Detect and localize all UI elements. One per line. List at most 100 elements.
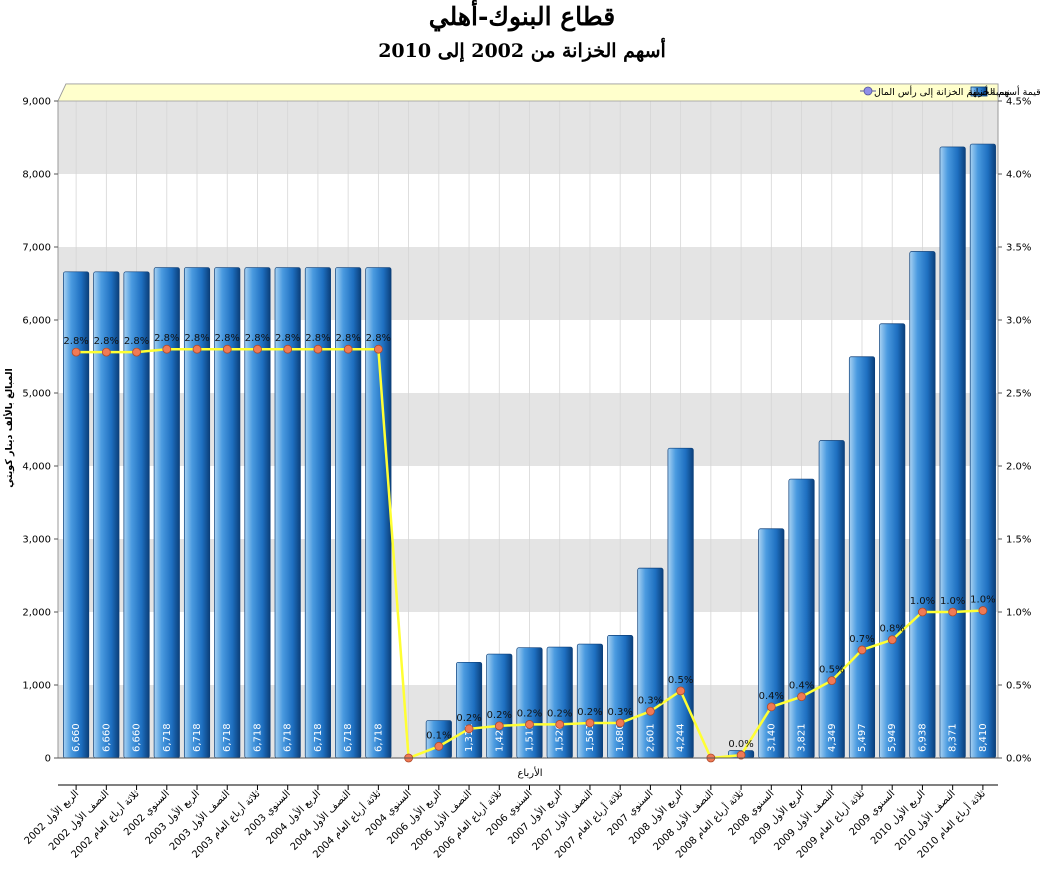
bar-value-label: 8,371 <box>948 723 959 752</box>
bar-value-label: 1,561 <box>585 723 596 752</box>
ratio-line-series: 2.8% 2.8% 2.8% 2.8% 2.8% 2.8% 2.8% 2.8% 2.8% 2.8%… <box>63 333 996 763</box>
y-tick-label: 8,000 <box>22 170 51 181</box>
ratio-value-label: 1.0% <box>910 596 935 607</box>
legend-bar-swatch <box>970 86 988 97</box>
y-tick-label: 6,000 <box>22 316 51 327</box>
ratio-value-label: 2.8% <box>275 333 300 344</box>
ratio-point <box>373 344 383 354</box>
ratio-value-label: 0.7% <box>849 634 874 645</box>
ratio-point <box>313 344 323 354</box>
y2-tick-label: 2.5% <box>1006 389 1031 400</box>
y-tick-label: 3,000 <box>22 535 51 546</box>
bar-value-label: 6,718 <box>313 723 324 752</box>
ratio-value-label: 0.3% <box>607 707 632 718</box>
bar-value-label: 6,718 <box>222 723 233 752</box>
bar-value-label: 6,718 <box>192 723 203 752</box>
ratio-point <box>948 607 958 617</box>
ratio-value-label: 1.0% <box>970 595 995 606</box>
ratio-point <box>283 344 293 354</box>
bar-value-label: 1,424 <box>494 723 505 752</box>
y-tick-label: 0 <box>45 754 51 765</box>
bar-value-label: 3,140 <box>766 723 777 752</box>
legend-bar-label: قيمة أسهم الخزانة <box>968 85 1041 98</box>
legend-line-label: نسبة أسهم الخزانة إلى رأس المال <box>874 85 1010 98</box>
y2-tick-label: 2.0% <box>1006 462 1031 473</box>
y-tick-label: 2,000 <box>22 608 51 619</box>
y2-tick-label: 3.5% <box>1006 243 1031 254</box>
bar-value-label: 4,244 <box>676 723 687 752</box>
bar-value-label: 3,821 <box>797 723 808 752</box>
ratio-value-label: 0.8% <box>880 624 905 635</box>
bar-value-label: 5,497 <box>857 723 868 752</box>
ratio-value-label: 0.0% <box>728 739 753 750</box>
bar-value-label: 8,410 <box>978 723 989 752</box>
bar-value-label: 6,938 <box>917 723 928 752</box>
ratio-point <box>857 645 867 655</box>
ratio-point <box>343 344 353 354</box>
ratio-point <box>132 347 141 357</box>
ratio-value-label: 0.2% <box>487 710 512 721</box>
ratio-point <box>253 344 262 354</box>
ratio-value-label: 2.8% <box>124 336 149 347</box>
y-tick-label: 4,000 <box>22 462 51 473</box>
y2-tick-label: 1.5% <box>1006 535 1031 546</box>
bar-value-label: 1,511 <box>525 723 536 752</box>
ratio-point <box>978 606 988 615</box>
ratio-value-label: 2.8% <box>305 333 330 344</box>
bar-value-label: 5,949 <box>887 723 898 752</box>
ratio-point <box>827 676 837 686</box>
ratio-value-label: 0.4% <box>759 691 784 702</box>
x-tick-label: الربع الأول 2002 <box>21 787 81 847</box>
y-tick-label: 7,000 <box>22 243 51 254</box>
legend-strip <box>57 83 999 102</box>
y2-tick-label: 3.0% <box>1006 316 1031 327</box>
ratio-point <box>494 721 504 731</box>
bar <box>939 146 966 759</box>
ratio-value-label: 0.5% <box>819 665 844 676</box>
chart-subtitle: أسهم الخزانة من 2002 إلى 2010 <box>378 40 666 62</box>
bar-value-label: 6,718 <box>373 723 384 752</box>
ratio-point <box>646 706 655 716</box>
ratio-point <box>766 702 776 712</box>
ratio-value-label: 2.8% <box>94 336 119 347</box>
bar-value-label: 6,660 <box>101 723 112 752</box>
x-tick-label: الربع الأول 2009 <box>747 787 807 847</box>
ratio-value-label: 2.8% <box>184 333 209 344</box>
chart-title: قطاع البنوك-أهلي <box>428 2 616 31</box>
ratio-value-label: 0.2% <box>517 708 542 719</box>
bar <box>909 251 936 759</box>
ratio-point <box>918 607 927 617</box>
y-tick-label: 1,000 <box>22 681 51 692</box>
bar-value-label: 4,349 <box>827 723 838 752</box>
ratio-point <box>101 347 111 357</box>
bar <box>848 356 876 759</box>
y2-tick-label: 4.0% <box>1006 170 1031 181</box>
ratio-point <box>736 750 746 760</box>
ratio-value-label: 0.2% <box>577 707 602 718</box>
ratio-value-label: 2.8% <box>154 333 179 344</box>
bar-value-label: 1,311 <box>464 723 475 752</box>
ratio-point <box>434 741 444 751</box>
ratio-point <box>525 720 534 729</box>
ratio-value-label: 2.8% <box>63 336 88 347</box>
ratio-value-label: 0.2% <box>547 708 572 719</box>
legend: قيمة أسهم الخزانة نسبة أسهم الخزانة إلى … <box>860 85 1041 98</box>
y-tick-label: 5,000 <box>22 389 51 400</box>
bar <box>788 478 815 759</box>
ratio-value-label: 0.3% <box>638 695 663 706</box>
x-tick-label: الربع الأول 2004 <box>263 787 323 847</box>
ratio-point <box>192 344 202 354</box>
ratio-point <box>585 718 595 728</box>
ratio-point <box>615 718 625 728</box>
bar-value-label: 6,660 <box>132 723 143 752</box>
ratio-point <box>797 692 806 702</box>
ratio-value-label: 0.5% <box>668 675 693 686</box>
x-tick-label: الربع الأول 2008 <box>626 787 686 847</box>
y-tick-label: 9,000 <box>22 97 51 108</box>
ratio-value-label: 0.2% <box>456 713 481 724</box>
y2-tick-label: 0.5% <box>1006 681 1031 692</box>
ratio-value-label: 2.8% <box>245 333 270 344</box>
bar <box>969 143 996 759</box>
ratio-point <box>676 686 686 696</box>
ratio-value-label: 2.8% <box>366 333 391 344</box>
